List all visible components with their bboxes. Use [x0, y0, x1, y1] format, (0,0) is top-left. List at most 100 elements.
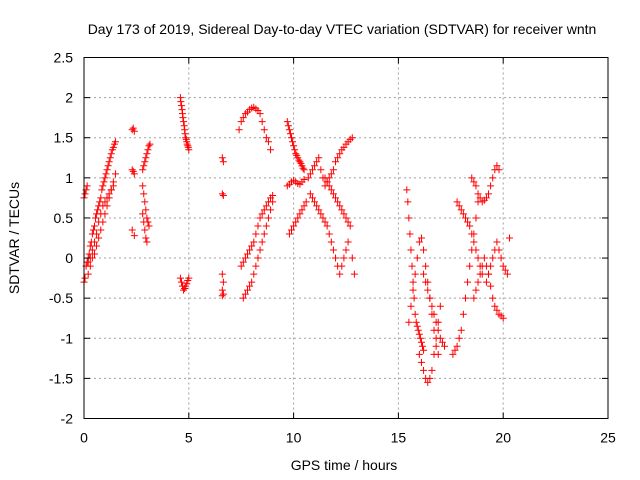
data-point — [409, 278, 417, 286]
data-point — [176, 274, 184, 282]
data-point — [414, 326, 422, 334]
series-arc-2 — [80, 182, 117, 266]
data-point — [308, 166, 316, 174]
data-point — [100, 178, 108, 186]
data-point — [86, 242, 94, 250]
data-point — [106, 154, 114, 162]
data-point — [264, 214, 272, 222]
data-point — [332, 194, 340, 202]
data-point — [413, 322, 421, 330]
series-arc-17 — [321, 174, 358, 278]
data-point — [94, 206, 102, 214]
data-point — [182, 134, 190, 142]
data-point — [325, 230, 333, 238]
data-point — [84, 270, 92, 278]
y-tick-label: 2 — [65, 90, 73, 106]
data-point — [95, 234, 103, 242]
data-point — [185, 274, 193, 282]
data-point — [219, 191, 227, 199]
data-point — [248, 278, 256, 286]
data-point — [416, 334, 424, 342]
data-point — [219, 158, 227, 166]
series-arc-5 — [139, 140, 154, 246]
data-point — [296, 210, 304, 218]
series-arc-12 — [283, 118, 308, 174]
data-point — [241, 290, 249, 298]
data-point — [336, 270, 344, 278]
data-point — [143, 214, 151, 222]
data-point — [329, 166, 337, 174]
data-point — [107, 150, 115, 158]
data-point — [130, 232, 138, 240]
data-point — [142, 234, 150, 242]
data-point — [319, 214, 327, 222]
data-point — [482, 278, 490, 286]
data-point — [466, 222, 474, 230]
data-point — [111, 138, 119, 146]
data-point — [311, 162, 319, 170]
data-point — [97, 226, 105, 234]
data-point — [262, 134, 270, 142]
series-arc-1 — [80, 138, 119, 286]
data-point — [258, 238, 266, 246]
data-point — [422, 278, 430, 286]
data-point — [411, 310, 419, 318]
data-point — [81, 190, 89, 198]
data-point — [495, 246, 503, 254]
data-point — [218, 270, 226, 278]
data-point — [420, 270, 428, 278]
data-point — [128, 166, 136, 174]
data-point — [290, 222, 298, 230]
data-point — [88, 246, 96, 254]
data-point — [254, 222, 262, 230]
data-point — [243, 286, 251, 294]
data-point — [468, 174, 476, 182]
data-point — [139, 166, 147, 174]
data-point — [184, 142, 192, 150]
series-arc-26 — [482, 234, 513, 286]
data-point — [464, 218, 472, 226]
data-point — [88, 254, 96, 262]
data-point — [101, 198, 109, 206]
data-point — [315, 154, 323, 162]
data-point — [142, 206, 150, 214]
y-axis-label: SDTVAR / TECUs — [6, 182, 22, 294]
y-tick-label: 2.5 — [54, 50, 74, 66]
data-point — [109, 143, 117, 151]
y-tick-label: 1 — [65, 170, 73, 186]
data-point — [336, 150, 344, 158]
data-point — [493, 162, 501, 170]
data-point — [179, 114, 187, 122]
data-point — [334, 198, 342, 206]
data-point — [409, 286, 417, 294]
data-point — [267, 146, 275, 154]
data-point — [90, 222, 98, 230]
data-point — [317, 210, 325, 218]
data-point — [419, 342, 427, 350]
data-point — [237, 118, 245, 126]
data-point — [350, 270, 358, 278]
data-point — [480, 254, 488, 262]
data-point — [107, 186, 115, 194]
data-point — [405, 214, 413, 222]
data-point — [323, 222, 331, 230]
data-point — [252, 262, 260, 270]
data-point — [408, 262, 416, 270]
data-point — [426, 374, 434, 382]
data-point — [284, 122, 292, 130]
series-arc-4 — [128, 124, 138, 240]
data-point — [459, 310, 467, 318]
data-point — [256, 110, 264, 118]
data-point — [485, 270, 493, 278]
y-tick-label: 0 — [65, 250, 73, 266]
data-point — [476, 194, 484, 202]
data-point — [420, 246, 428, 254]
data-point — [455, 334, 463, 342]
data-points — [80, 94, 513, 386]
data-point — [457, 326, 465, 334]
data-point — [415, 330, 423, 338]
data-point — [140, 218, 148, 226]
data-point — [487, 282, 495, 290]
data-point — [497, 254, 505, 262]
data-point — [300, 175, 308, 183]
